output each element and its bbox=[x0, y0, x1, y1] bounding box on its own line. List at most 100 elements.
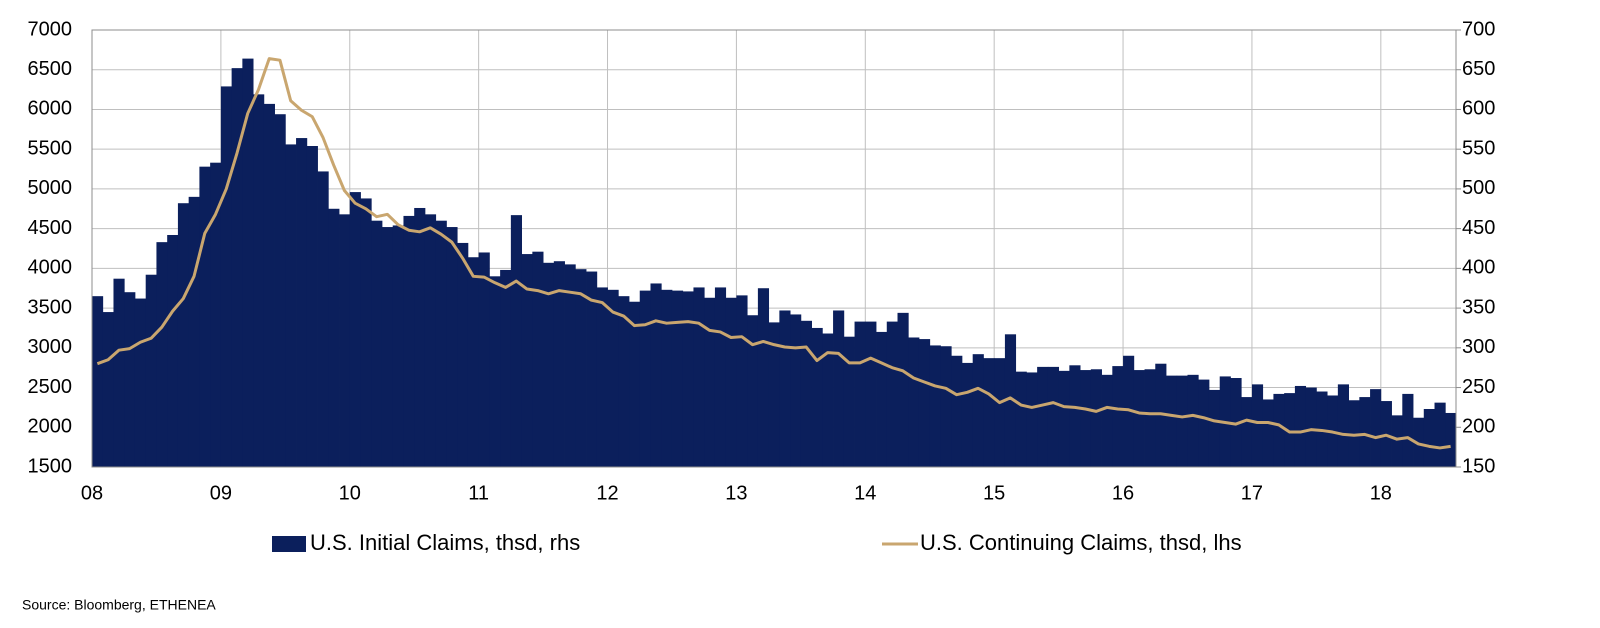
bar bbox=[671, 290, 684, 467]
y2-tick-label: 450 bbox=[1462, 217, 1495, 239]
bar bbox=[682, 291, 694, 467]
bar bbox=[1090, 369, 1102, 467]
bar bbox=[478, 252, 490, 467]
bar bbox=[392, 225, 404, 467]
bar bbox=[403, 215, 415, 467]
y-tick-label: 4500 bbox=[28, 217, 73, 239]
bar bbox=[1166, 375, 1178, 467]
y2-tick-label: 500 bbox=[1462, 177, 1495, 199]
y-tick-label: 2000 bbox=[28, 416, 73, 438]
bar bbox=[1198, 379, 1210, 467]
bar bbox=[757, 288, 770, 467]
bar bbox=[1359, 397, 1371, 467]
bar bbox=[306, 146, 318, 467]
bar bbox=[317, 171, 329, 468]
bar bbox=[1423, 408, 1435, 467]
x-tick-label: 09 bbox=[210, 482, 232, 504]
y-tick-label: 1500 bbox=[28, 455, 73, 477]
bar bbox=[510, 215, 523, 467]
bar bbox=[886, 321, 898, 467]
bar bbox=[1284, 393, 1296, 467]
bar bbox=[1434, 402, 1446, 467]
y-tick-label: 6000 bbox=[28, 98, 73, 120]
bar bbox=[1176, 375, 1188, 467]
legend-swatch bbox=[272, 536, 306, 552]
bar bbox=[1026, 372, 1038, 467]
x-tick-label: 13 bbox=[725, 482, 747, 504]
y2-tick-label: 200 bbox=[1462, 416, 1495, 438]
bar bbox=[328, 208, 340, 468]
bar bbox=[994, 358, 1006, 467]
y-tick-label: 6500 bbox=[28, 58, 73, 80]
bar bbox=[865, 321, 877, 467]
y-tick-label: 3000 bbox=[28, 336, 73, 358]
bar bbox=[500, 269, 512, 467]
bar bbox=[639, 290, 651, 467]
bar bbox=[918, 339, 931, 467]
bar bbox=[349, 192, 361, 467]
bar bbox=[1112, 366, 1124, 467]
bar bbox=[1069, 365, 1081, 467]
bar bbox=[210, 162, 222, 467]
bar bbox=[704, 297, 716, 467]
bar bbox=[800, 320, 812, 467]
bar bbox=[714, 287, 727, 467]
y-tick-label: 2500 bbox=[28, 376, 73, 398]
bar bbox=[199, 166, 211, 468]
bar bbox=[843, 336, 855, 467]
bar bbox=[1241, 397, 1253, 467]
bar bbox=[650, 283, 662, 467]
bar bbox=[467, 257, 480, 467]
bar bbox=[92, 296, 104, 467]
legend-label: U.S. Initial Claims, thsd, rhs bbox=[310, 530, 580, 555]
bar bbox=[188, 196, 200, 467]
bar bbox=[961, 362, 974, 467]
bar bbox=[790, 314, 802, 467]
bar bbox=[1305, 387, 1317, 467]
y2-tick-label: 550 bbox=[1462, 137, 1495, 159]
bar bbox=[747, 315, 759, 467]
x-tick-label: 10 bbox=[339, 482, 361, 504]
bar bbox=[1015, 371, 1027, 467]
bar bbox=[693, 287, 705, 467]
bar bbox=[1348, 400, 1360, 467]
bar bbox=[102, 312, 114, 467]
y2-tick-label: 700 bbox=[1462, 18, 1495, 40]
bar bbox=[1058, 370, 1070, 467]
bar bbox=[253, 94, 265, 467]
x-tick-label: 15 bbox=[983, 482, 1005, 504]
bar bbox=[972, 354, 984, 467]
bar bbox=[381, 227, 394, 467]
bar bbox=[908, 337, 920, 467]
bar bbox=[661, 289, 673, 467]
bar bbox=[1251, 384, 1264, 467]
bar bbox=[1187, 374, 1199, 467]
y-tick-label: 5500 bbox=[28, 137, 73, 159]
bar bbox=[983, 358, 995, 467]
bar bbox=[1080, 370, 1092, 467]
bar bbox=[231, 68, 243, 467]
bar bbox=[951, 355, 963, 467]
bar bbox=[725, 297, 737, 467]
bar bbox=[414, 207, 426, 467]
bar bbox=[177, 203, 190, 467]
bar bbox=[822, 333, 834, 467]
y2-tick-label: 600 bbox=[1462, 98, 1495, 120]
bar bbox=[156, 242, 168, 467]
bar bbox=[736, 295, 748, 467]
y2-tick-label: 150 bbox=[1462, 455, 1495, 477]
bar bbox=[779, 310, 791, 467]
bar bbox=[360, 198, 372, 467]
bar bbox=[586, 271, 598, 467]
bar bbox=[768, 322, 780, 467]
y-tick-label: 4000 bbox=[28, 257, 73, 279]
bar bbox=[897, 312, 909, 467]
bar bbox=[940, 346, 952, 467]
y2-tick-label: 400 bbox=[1462, 257, 1495, 279]
bar bbox=[124, 292, 136, 467]
source-note: Source: Bloomberg, ETHENEA bbox=[22, 597, 216, 613]
y-tick-label: 5000 bbox=[28, 177, 73, 199]
bar bbox=[607, 289, 619, 467]
bar bbox=[1208, 389, 1221, 467]
